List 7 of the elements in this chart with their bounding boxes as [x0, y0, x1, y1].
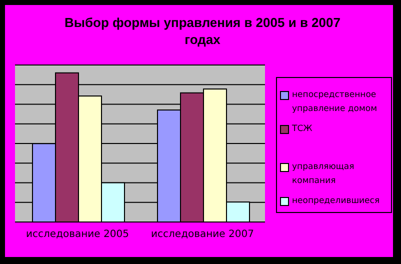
legend-label: непосредственное управление домом [292, 89, 378, 116]
legend-label: управляющая компания [292, 161, 356, 188]
legend-label: ТСЖ [292, 123, 312, 136]
x-tick-label: исследование 2005 [26, 229, 129, 240]
x-tick-label: исследование 2007 [151, 229, 254, 240]
chart-title: Выбор формы управления в 2005 и в 2007 годах [64, 14, 342, 48]
legend-label: неопределившиеся [292, 195, 380, 208]
